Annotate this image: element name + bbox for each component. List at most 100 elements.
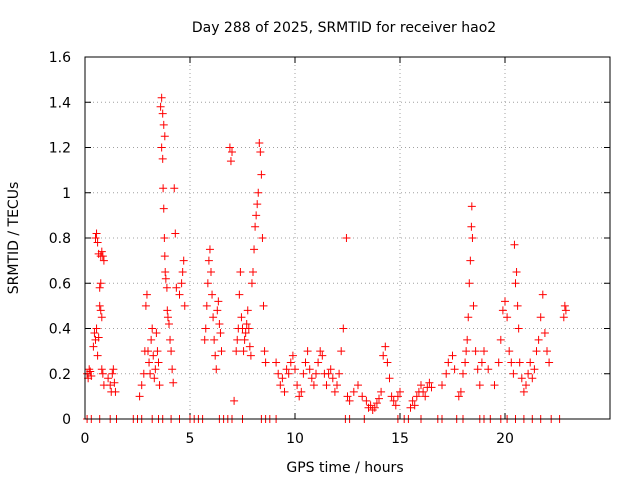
data-point bbox=[421, 392, 430, 401]
chart-title: Day 288 of 2025, SRMTID for receiver hao… bbox=[192, 20, 496, 36]
data-point bbox=[381, 342, 390, 351]
data-point bbox=[202, 301, 211, 310]
data-point bbox=[213, 306, 222, 315]
data-point bbox=[559, 313, 568, 322]
data-point bbox=[391, 401, 400, 410]
data-point bbox=[284, 369, 293, 378]
data-point bbox=[330, 387, 339, 396]
data-point bbox=[157, 143, 166, 152]
data-point bbox=[200, 335, 209, 344]
data-point bbox=[463, 335, 472, 344]
data-point bbox=[343, 392, 352, 401]
data-point bbox=[152, 329, 161, 338]
data-point bbox=[466, 256, 475, 265]
data-point bbox=[293, 381, 302, 390]
data-point bbox=[530, 365, 539, 374]
data-point bbox=[305, 365, 314, 374]
data-point bbox=[225, 143, 234, 152]
data-point bbox=[226, 157, 235, 166]
data-point bbox=[165, 319, 173, 328]
data-point bbox=[442, 369, 451, 378]
data-point bbox=[171, 229, 180, 238]
data-point bbox=[150, 374, 159, 383]
data-point bbox=[507, 358, 516, 367]
data-point bbox=[214, 297, 223, 306]
data-point bbox=[204, 256, 213, 265]
data-point bbox=[106, 381, 115, 390]
data-point bbox=[98, 369, 107, 378]
data-point bbox=[477, 358, 486, 367]
data-point bbox=[208, 290, 217, 299]
x-axis-label: GPS time / hours bbox=[286, 460, 403, 476]
data-point bbox=[393, 392, 402, 401]
data-point bbox=[286, 358, 295, 367]
data-point bbox=[211, 351, 220, 360]
data-point bbox=[89, 342, 98, 351]
data-point bbox=[253, 200, 262, 209]
data-point bbox=[209, 313, 218, 322]
grid-lines bbox=[85, 57, 610, 419]
data-point bbox=[534, 335, 543, 344]
data-point bbox=[90, 329, 99, 338]
data-point bbox=[276, 381, 285, 390]
data-point bbox=[159, 204, 168, 213]
data-point bbox=[528, 374, 537, 383]
data-point bbox=[97, 365, 106, 374]
data-point bbox=[247, 279, 256, 288]
data-point bbox=[249, 267, 257, 276]
data-point bbox=[157, 93, 166, 102]
data-point bbox=[496, 335, 505, 344]
data-point bbox=[160, 132, 169, 141]
data-point bbox=[246, 351, 255, 360]
data-point bbox=[299, 369, 308, 378]
y-tick-label: 1 bbox=[62, 186, 71, 202]
y-tick-label: 0 bbox=[62, 412, 71, 428]
data-point bbox=[168, 365, 177, 374]
data-point bbox=[95, 283, 104, 292]
data-point bbox=[260, 347, 269, 356]
data-point bbox=[469, 301, 478, 310]
data-point bbox=[146, 369, 155, 378]
data-point bbox=[280, 387, 289, 396]
data-point bbox=[377, 387, 386, 396]
data-point bbox=[354, 381, 362, 390]
data-point bbox=[210, 335, 219, 344]
data-point bbox=[408, 396, 417, 405]
data-point bbox=[543, 347, 551, 356]
data-point bbox=[410, 401, 419, 410]
data-point bbox=[161, 274, 170, 283]
data-point bbox=[307, 374, 316, 383]
data-point bbox=[180, 301, 189, 310]
data-point bbox=[205, 245, 214, 254]
data-point bbox=[345, 396, 354, 405]
data-point bbox=[545, 358, 554, 367]
data-point bbox=[526, 358, 535, 367]
data-point bbox=[169, 378, 178, 387]
data-point bbox=[532, 347, 541, 356]
data-point bbox=[324, 369, 333, 378]
data-point bbox=[309, 381, 318, 390]
data-point bbox=[368, 405, 377, 414]
data-point bbox=[389, 396, 398, 405]
data-point bbox=[104, 374, 113, 383]
data-point bbox=[108, 369, 117, 378]
data-point bbox=[145, 358, 154, 367]
data-point bbox=[86, 367, 95, 376]
data-point bbox=[142, 290, 151, 299]
data-point bbox=[230, 396, 239, 405]
data-point bbox=[160, 252, 169, 261]
data-point bbox=[490, 381, 499, 390]
data-point bbox=[175, 290, 184, 299]
data-point bbox=[243, 306, 252, 315]
data-point bbox=[538, 290, 547, 299]
data-point bbox=[301, 358, 310, 367]
data-point bbox=[203, 279, 212, 288]
data-point bbox=[358, 392, 367, 401]
data-point bbox=[519, 387, 528, 396]
data-point bbox=[258, 234, 267, 242]
data-point bbox=[333, 381, 341, 390]
data-point bbox=[473, 365, 482, 374]
x-tick-label: 20 bbox=[496, 431, 514, 447]
data-point bbox=[232, 347, 241, 356]
data-point bbox=[87, 372, 96, 381]
